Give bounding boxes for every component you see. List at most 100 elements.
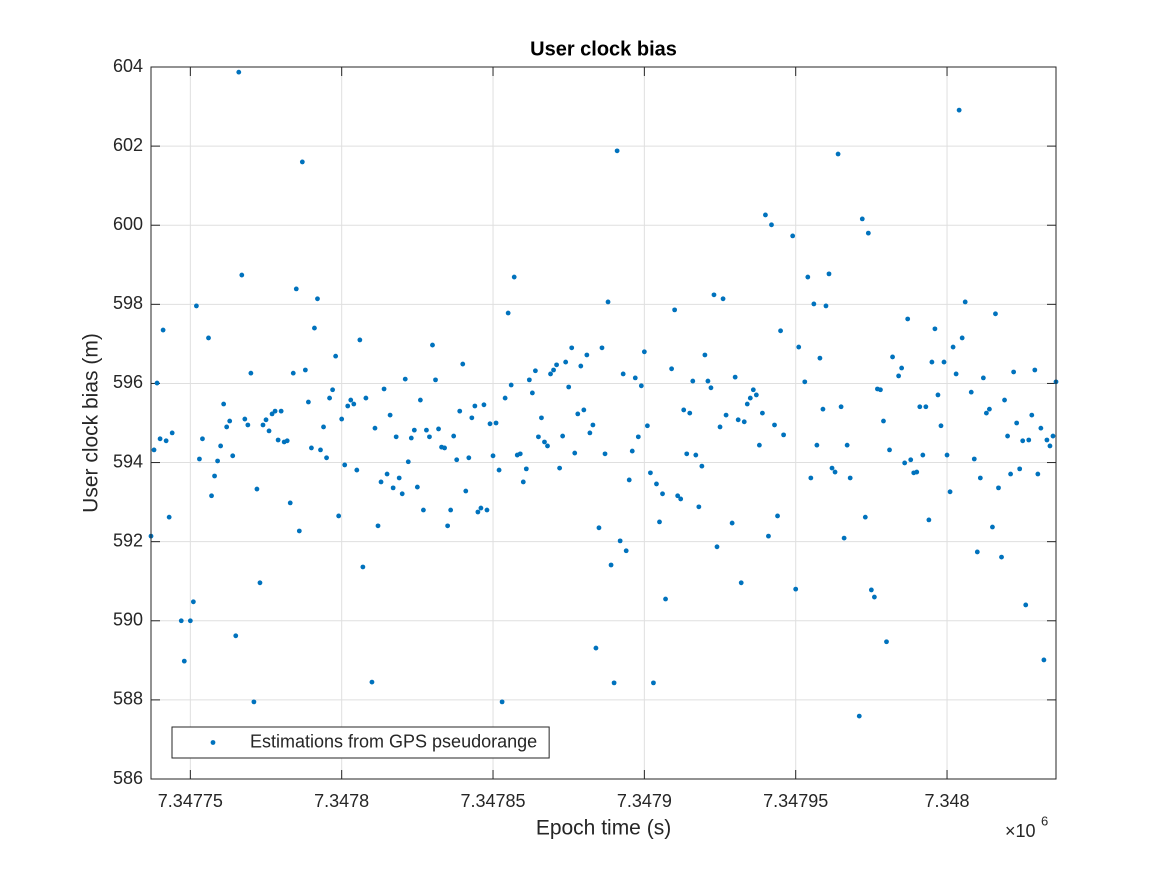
point <box>741 419 747 425</box>
point <box>197 456 202 462</box>
point <box>321 424 326 430</box>
point <box>299 159 305 165</box>
point <box>1008 471 1013 477</box>
point <box>369 679 375 685</box>
point <box>384 471 390 477</box>
point <box>163 438 169 444</box>
plot-area <box>151 67 1056 779</box>
point <box>714 544 720 550</box>
point <box>302 367 308 373</box>
y-tick-label: 590 <box>113 610 143 630</box>
point <box>545 443 550 449</box>
point <box>554 362 559 368</box>
point <box>560 433 566 439</box>
point <box>608 562 614 568</box>
point <box>681 407 687 413</box>
point <box>651 680 656 686</box>
point <box>993 311 998 317</box>
point <box>212 473 217 479</box>
point <box>260 422 266 428</box>
x-tick-label: 7.34785 <box>460 791 525 811</box>
point <box>587 430 593 436</box>
x-tick-label: 7.34775 <box>158 791 223 811</box>
point <box>708 385 714 391</box>
point <box>629 448 635 454</box>
point <box>1038 425 1044 431</box>
point <box>523 466 529 472</box>
point <box>532 368 538 374</box>
point <box>1050 433 1056 439</box>
point <box>756 442 762 448</box>
point <box>312 325 317 331</box>
point <box>390 485 396 491</box>
point <box>454 457 460 463</box>
point <box>169 430 175 436</box>
point <box>490 453 496 459</box>
point <box>660 491 665 497</box>
point <box>823 303 829 309</box>
point <box>675 493 681 499</box>
x-exponent-base: ×10 <box>1005 821 1036 841</box>
legend-label: Estimations from GPS pseudorange <box>250 731 537 751</box>
point <box>427 434 432 440</box>
point <box>445 523 451 529</box>
point <box>1047 443 1053 449</box>
point <box>387 412 393 418</box>
point <box>342 462 348 468</box>
x-tick-label: 7.3479 <box>617 791 672 811</box>
point <box>248 370 254 376</box>
point <box>526 377 532 383</box>
point <box>215 458 220 464</box>
point <box>327 395 332 401</box>
point <box>224 424 230 430</box>
point <box>581 407 587 413</box>
point <box>333 353 339 359</box>
point <box>920 452 926 458</box>
point <box>442 445 447 451</box>
point <box>871 594 877 600</box>
point <box>460 361 466 367</box>
point <box>557 465 563 471</box>
point <box>690 378 696 384</box>
point <box>472 403 478 409</box>
point <box>923 404 929 410</box>
point <box>1020 438 1026 444</box>
point <box>493 420 499 426</box>
point <box>1002 397 1007 403</box>
point <box>644 423 650 429</box>
point <box>781 432 786 438</box>
point <box>469 415 475 421</box>
point <box>620 371 626 377</box>
point <box>414 484 420 490</box>
y-tick-label: 586 <box>113 768 143 788</box>
point <box>351 401 357 407</box>
point <box>775 513 780 519</box>
point <box>953 371 959 377</box>
point <box>233 633 239 639</box>
point <box>496 467 502 473</box>
point <box>632 375 638 381</box>
point <box>956 107 962 113</box>
point <box>778 328 783 334</box>
point <box>336 513 342 519</box>
point <box>457 408 463 414</box>
point <box>578 363 584 369</box>
point <box>529 390 535 396</box>
point <box>181 658 187 664</box>
point <box>187 618 193 624</box>
point <box>166 514 172 520</box>
point <box>693 452 699 458</box>
point <box>980 375 986 381</box>
point <box>1032 367 1038 373</box>
point <box>236 69 242 75</box>
point <box>802 379 808 385</box>
point <box>766 533 771 539</box>
legend-box <box>171 726 550 759</box>
point <box>744 401 750 407</box>
point <box>826 271 832 277</box>
point <box>190 599 196 605</box>
point <box>357 337 363 343</box>
point <box>805 274 811 280</box>
point <box>436 426 441 432</box>
point <box>971 456 977 462</box>
